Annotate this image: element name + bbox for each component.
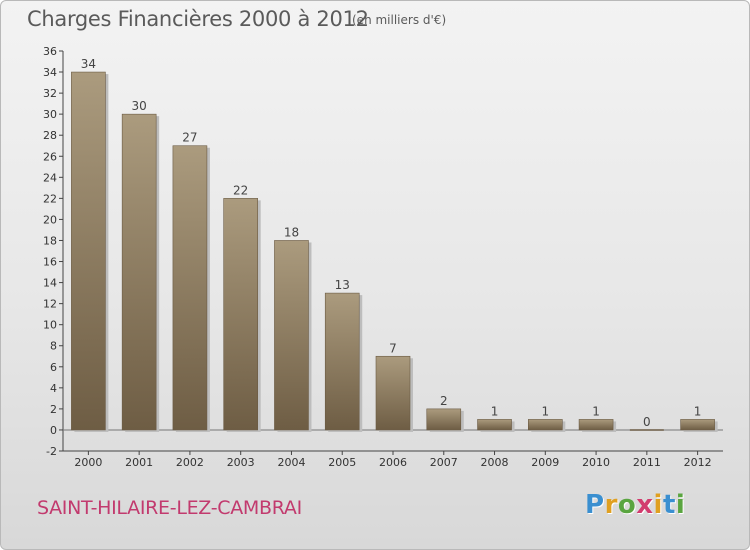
chart-subtitle: (en milliers d'€) (352, 13, 447, 27)
logo-letter: i (675, 490, 686, 520)
data-label: 7 (389, 341, 397, 355)
x-tick-label: 2004 (277, 456, 305, 469)
data-label: 13 (335, 278, 350, 292)
y-tick-label: -2 (46, 445, 57, 458)
y-tick-label: 32 (43, 87, 57, 100)
data-label: 1 (491, 404, 499, 418)
y-tick-label: 30 (43, 108, 57, 121)
data-label: 2 (440, 394, 448, 408)
data-label: 1 (694, 404, 702, 418)
logo-letter: x (636, 490, 654, 520)
bar (274, 240, 309, 431)
x-tick-label: 2009 (531, 456, 559, 469)
data-label: 34 (81, 57, 96, 71)
x-tick-label: 2001 (125, 456, 153, 469)
y-tick-label: 0 (50, 424, 57, 437)
chart-title: Charges Financières 2000 à 2012 (27, 7, 369, 31)
bar (121, 113, 157, 431)
town-name: SAINT-HILAIRE-LEZ-CAMBRAI (37, 497, 302, 519)
bar (71, 71, 106, 431)
bar (375, 355, 411, 431)
x-tick-label: 2002 (176, 456, 204, 469)
bar (528, 419, 563, 431)
bar (223, 198, 258, 431)
data-label: 27 (182, 131, 197, 145)
y-tick-label: 34 (43, 66, 57, 79)
y-tick-label: 20 (43, 213, 57, 226)
data-label: 0 (643, 415, 651, 429)
proxiti-logo: Proxiti (585, 490, 685, 520)
y-tick-label: 36 (43, 45, 57, 58)
y-tick-label: 6 (50, 361, 57, 374)
x-tick-label: 2005 (328, 456, 356, 469)
logo-letter: r (604, 490, 618, 520)
logo-letter: P (585, 490, 605, 520)
y-tick-label: 4 (50, 382, 57, 395)
data-label: 22 (233, 183, 248, 197)
x-tick-label: 2003 (227, 456, 255, 469)
x-tick-label: 2011 (633, 456, 661, 469)
x-tick-label: 2000 (74, 456, 102, 469)
bar (324, 292, 360, 431)
logo-letter: t (662, 490, 676, 520)
y-tick-label: 24 (43, 171, 57, 184)
logo-letter: i (653, 490, 663, 520)
logo-letter: o (617, 490, 637, 520)
y-tick-label: 16 (43, 256, 57, 269)
x-tick-label: 2012 (684, 456, 712, 469)
data-label: 1 (592, 404, 600, 418)
bar (680, 419, 715, 431)
x-tick-label: 2006 (379, 456, 407, 469)
y-tick-label: 28 (43, 129, 57, 142)
data-label: 1 (541, 404, 549, 418)
x-tick-label: 2007 (430, 456, 458, 469)
x-tick-label: 2008 (481, 456, 509, 469)
y-tick-label: 18 (43, 234, 57, 247)
y-tick-label: 26 (43, 150, 57, 163)
bar (172, 145, 208, 431)
y-tick-label: 8 (50, 340, 57, 353)
y-tick-label: 14 (43, 277, 57, 290)
bar (578, 419, 614, 431)
bar (477, 419, 512, 431)
data-label: 30 (132, 99, 147, 113)
y-tick-label: 10 (43, 319, 57, 332)
x-tick-label: 2010 (582, 456, 610, 469)
y-tick-label: 12 (43, 298, 57, 311)
y-tick-label: 22 (43, 192, 57, 205)
bar (426, 408, 462, 431)
data-label: 18 (284, 225, 299, 239)
y-tick-label: 2 (50, 403, 57, 416)
